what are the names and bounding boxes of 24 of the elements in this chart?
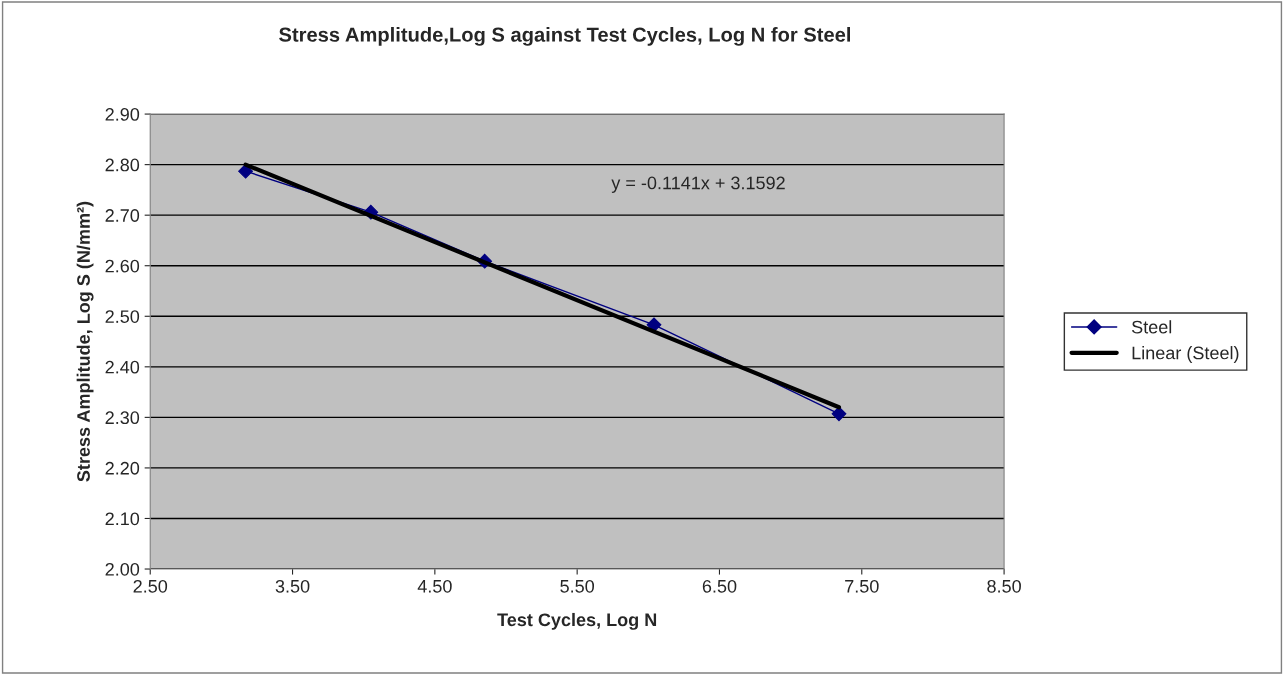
x-tick-label: 4.50: [417, 579, 452, 593]
x-tick-label: 2.50: [133, 579, 168, 593]
x-axis-title: Test Cycles, Log N: [497, 612, 657, 630]
legend-label: Linear (Steel): [1132, 346, 1239, 363]
y-tick-label: 2.60: [105, 259, 140, 273]
y-tick-label: 2.70: [105, 209, 140, 222]
y-tick-label: 2.30: [105, 411, 140, 425]
x-tick-label: 6.50: [702, 579, 737, 593]
y-tick-label: 2.40: [105, 360, 140, 374]
y-tick-label: 2.80: [105, 158, 140, 172]
y-tick-label: 2.10: [105, 512, 140, 526]
x-tick-label: 3.50: [275, 579, 310, 593]
y-tick-label: 2.00: [105, 562, 140, 576]
x-tick-label: 8.50: [987, 579, 1021, 593]
legend-label: Steel: [1131, 320, 1172, 334]
y-tick-label: 2.20: [105, 461, 140, 475]
y-axis-title: Stress Amplitude, Log S (N/mm²): [76, 201, 94, 482]
point: [831, 406, 847, 422]
y-tick-label: 2.50: [105, 310, 140, 323]
x-tick-label: 5.50: [560, 579, 595, 593]
y-tick-label: 2.90: [105, 108, 140, 121]
chart-title: Stress Amplitude,Log S against Test Cycles, Log N for Steel: [279, 27, 851, 46]
annotation: y = -0.1141x + 3.1592: [611, 176, 785, 193]
x-tick-label: 7.50: [845, 579, 879, 593]
